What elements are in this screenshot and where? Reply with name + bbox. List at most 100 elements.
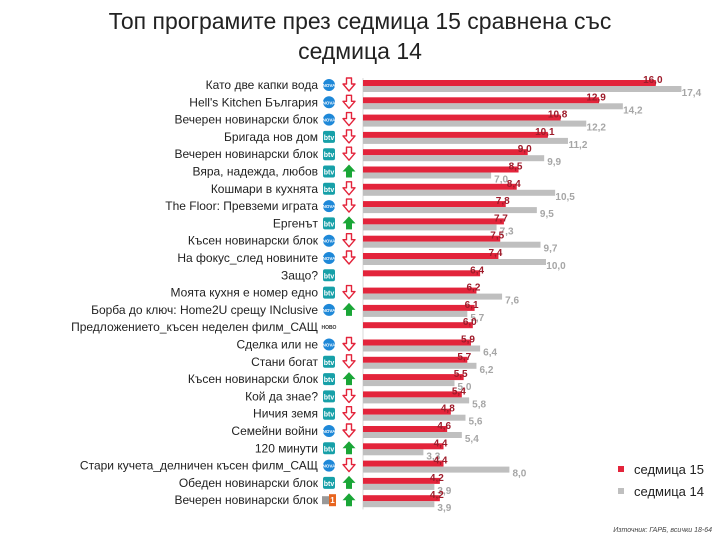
bar-label-week15: 12,9	[586, 92, 606, 103]
btv-icon-text: btv	[324, 152, 335, 159]
btv-icon-text: btv	[324, 412, 335, 419]
bar-week15	[363, 322, 473, 329]
bar-label-week14: 14,2	[623, 105, 643, 116]
bar-week15	[363, 183, 517, 190]
up-arrow-icon	[342, 164, 356, 178]
btv-icon-text: btv	[324, 291, 335, 298]
category-label: Стари кучета_делничен късен филм_САЩ	[80, 459, 318, 473]
category-label: Стани богат	[251, 355, 318, 369]
category-label: Късен новинарски блок	[188, 372, 319, 386]
chart-title: Топ програмите през седмица 15 сравнена …	[108, 8, 612, 64]
category-label: Предложението_късен неделен филм_САЩ	[71, 320, 318, 334]
bar-week14	[363, 172, 492, 179]
bar-label-week15: 5,7	[457, 352, 471, 363]
bar-label-week14: 7,6	[505, 296, 519, 307]
bar-label-week14: 10,5	[555, 192, 575, 203]
bar-week14	[363, 449, 424, 456]
bar-week15	[363, 80, 656, 86]
up-arrow-icon	[342, 493, 356, 507]
bar-week15	[363, 218, 504, 225]
down-arrow-icon	[342, 284, 356, 300]
bar-week15	[363, 374, 464, 381]
up-arrow-icon	[342, 441, 356, 455]
bar-label-week15: 5,5	[454, 369, 468, 380]
category-label: Ергенът	[273, 216, 319, 230]
btv-icon-text: btv	[324, 377, 335, 384]
bar-label-week14: 9,7	[544, 244, 558, 255]
btv-icon	[323, 390, 335, 403]
bar-week15	[363, 131, 548, 138]
bar-week14	[363, 207, 537, 214]
bar-week15	[363, 97, 600, 104]
bar-week14	[363, 103, 623, 110]
btv-icon	[323, 407, 335, 420]
bar-label-week14: 5,6	[469, 417, 483, 428]
down-arrow-icon	[342, 129, 356, 144]
legend-item-week15: седмица 15	[618, 458, 704, 480]
nova-icon	[323, 303, 335, 316]
bar-label-week15: 7,5	[490, 231, 504, 242]
category-label: The Floor: Превземи играта	[165, 199, 318, 213]
down-arrow-icon	[342, 336, 356, 352]
category-label: Като две капки вода	[206, 78, 319, 92]
btv-icon-text: btv	[324, 135, 335, 142]
bar-week15	[363, 166, 519, 173]
bar-label-week15: 7,8	[496, 196, 510, 207]
legend-label-week15: седмица 15	[634, 461, 704, 477]
nova-icon-text: NOVA	[323, 429, 336, 434]
bar-label-week14: 17,4	[682, 88, 702, 99]
bar-week14	[363, 414, 466, 421]
bar-week14	[363, 466, 510, 473]
bar-week14	[363, 155, 545, 162]
category-label: Вечерен новинарски блок	[174, 113, 318, 127]
legend-label-week14: седмица 14	[634, 483, 704, 499]
btv-icon	[323, 182, 335, 195]
btv-icon	[323, 442, 335, 455]
bar-label-week15: 6,4	[470, 265, 484, 276]
nova-icon-text: NOVA	[323, 343, 336, 348]
bar-label-week15: 6,2	[467, 283, 481, 294]
bar-week14	[363, 310, 468, 317]
bar-label-week15: 4,4	[434, 456, 448, 467]
down-arrow-icon	[342, 111, 356, 127]
bar-label-week14: 3,3	[426, 451, 440, 462]
bar-week15	[363, 356, 468, 363]
down-arrow-icon	[342, 250, 356, 265]
down-arrow-icon	[342, 77, 356, 92]
bar-week15	[363, 443, 444, 450]
down-arrow-icon	[342, 181, 356, 196]
bar-week15	[363, 201, 506, 208]
bar-week15	[363, 460, 444, 467]
bnt1-icon-text: 1	[330, 496, 335, 505]
category-label: Кошмари в кухнята	[211, 182, 319, 196]
up-arrow-icon	[342, 216, 356, 230]
btv-icon-text: btv	[324, 481, 335, 488]
bar-week14	[363, 189, 556, 196]
bar-label-week14: 5,4	[465, 434, 479, 445]
bar-label-week15: 16,0	[643, 75, 663, 86]
bar-label-week14: 9,5	[540, 209, 554, 220]
bar-week15	[363, 391, 462, 398]
bar-label-week15: 5,4	[452, 386, 466, 397]
down-arrow-icon	[342, 423, 356, 438]
bar-label-week14: 7,0	[494, 175, 508, 186]
category-label: Ничия земя	[253, 407, 318, 421]
nova-icon-text: NOVA	[323, 239, 336, 244]
bar-week15	[363, 426, 448, 432]
bar-label-week14: 12,2	[587, 123, 607, 134]
bar-week15	[363, 149, 528, 156]
down-arrow-icon	[342, 354, 356, 369]
bar-week14	[363, 397, 470, 404]
bar-label-week15: 6,1	[465, 300, 479, 311]
legend-swatch-week15	[618, 466, 624, 472]
bar-label-week15: 9,0	[518, 144, 532, 155]
bar-week15	[363, 235, 501, 242]
bar-label-week15: 8,5	[509, 162, 523, 173]
bar-week15	[363, 477, 440, 484]
novo-icon: НОВО	[322, 325, 337, 331]
nova-icon-text: NOVA	[323, 464, 336, 469]
up-arrow-icon	[342, 302, 356, 316]
btv-icon-text: btv	[324, 273, 335, 280]
nova-icon	[323, 113, 335, 126]
bar-label-week15: 4,6	[437, 421, 451, 432]
